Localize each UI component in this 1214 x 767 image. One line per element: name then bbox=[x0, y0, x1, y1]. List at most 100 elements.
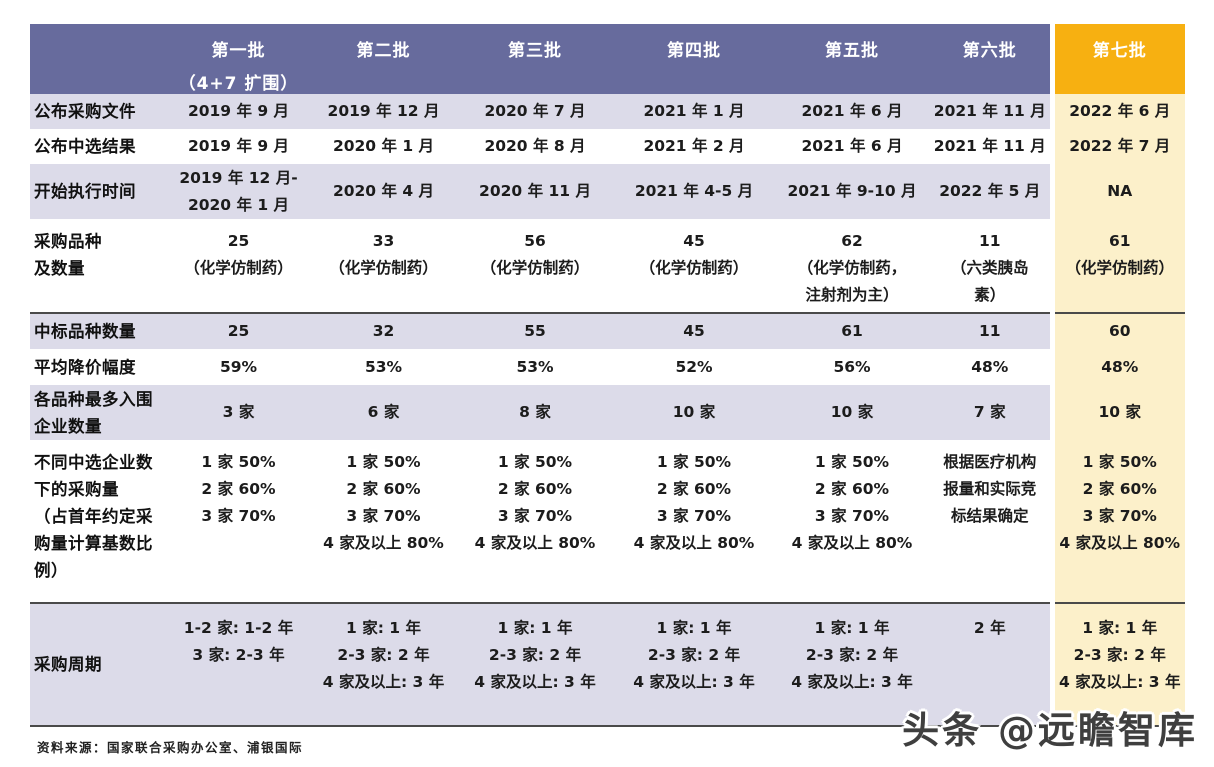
cell-line: 1 家: 1 年 bbox=[814, 619, 890, 637]
cell-line: 开始执行时间 bbox=[34, 182, 136, 201]
cell-batch-3: 1 家 50% 2 家 60% 3 家 70% 4 家及以上 80% bbox=[456, 440, 614, 603]
header-row: 第一批 （4+7 扩围） 第二批 第三批 第四批 第五批 第六批 第七批 bbox=[30, 24, 1185, 94]
cell-line: 6 家 bbox=[367, 403, 400, 421]
cell-line: 1 家: 1 年 bbox=[346, 619, 421, 637]
cell-line: 2-3 家: 2 年 bbox=[647, 646, 741, 664]
cell-batch-3: 2020 年 7 月 bbox=[456, 94, 614, 129]
cell-line: 11 bbox=[978, 322, 1001, 340]
cell-batch-1: 2019 年 9 月 bbox=[166, 129, 311, 164]
table-row: 公布中选结果 2019 年 9 月 2020 年 1 月 2020 年 8 月 2021… bbox=[30, 129, 1185, 164]
cell-line: 45 bbox=[683, 232, 705, 250]
cell-line: 例） bbox=[34, 561, 68, 580]
cell-line: 52% bbox=[675, 357, 713, 376]
table-row: 公布采购文件 2019 年 9 月 2019 年 12 月 2020 年 7 月 202… bbox=[30, 94, 1185, 129]
cell-line: 4 家及以上: 3 年 bbox=[1059, 673, 1181, 691]
cell-line: 1 家 50% bbox=[497, 453, 573, 471]
cell-batch-4: 52% bbox=[614, 349, 774, 385]
cell-line: 61 bbox=[841, 322, 863, 340]
row-label: 中标品种数量 bbox=[30, 312, 166, 349]
cell-batch-2: 1 家 50% 2 家 60% 3 家 70% 4 家及以上 80% bbox=[311, 440, 456, 603]
cell-line: 2021 年 1 月 bbox=[643, 102, 745, 120]
cell-batch-7: 60 bbox=[1049, 312, 1185, 349]
cell-line: 56 bbox=[524, 232, 546, 250]
cell-line: 2020 年 1 月 bbox=[332, 137, 435, 155]
cell-line: 2020 年 7 月 bbox=[484, 102, 586, 120]
cell-line: 2-3 家: 2 年 bbox=[337, 646, 430, 664]
cell-line: 2020 年 8 月 bbox=[484, 137, 586, 155]
cell-line: 素） bbox=[974, 286, 1006, 304]
cell-line: 1-2 家: 1-2 年 bbox=[183, 619, 294, 637]
cell-line: 2022 年 7 月 bbox=[1069, 137, 1171, 155]
header-rowlabel-blank bbox=[30, 24, 166, 94]
cell-line: 中标品种数量 bbox=[34, 322, 136, 341]
cell-batch-4: 10 家 bbox=[614, 385, 774, 440]
cell-line: 购量计算基数比 bbox=[34, 534, 153, 553]
cell-batch-6: 2022 年 5 月 bbox=[930, 164, 1052, 219]
cell-batch-4: 2021 年 2 月 bbox=[614, 129, 774, 164]
cell-line: 3 家 70% bbox=[656, 507, 732, 525]
cell-batch-1: 25 （化学仿制药） bbox=[166, 219, 311, 313]
cell-line: 4 家及以上 80% bbox=[633, 534, 755, 552]
cell-line: 1 家 50% bbox=[346, 453, 421, 471]
cell-line: 2 家 60% bbox=[814, 480, 890, 498]
cell-line: 1 家 50% bbox=[814, 453, 890, 471]
cell-line: 10 家 bbox=[672, 403, 716, 421]
cell-batch-6: 48% bbox=[930, 349, 1052, 385]
header-batch-5: 第五批 bbox=[774, 24, 930, 94]
cell-batch-3: 2020 年 11 月 bbox=[456, 164, 614, 219]
cell-line: 2019 年 12 月- bbox=[179, 168, 298, 187]
header-batch-1: 第一批 （4+7 扩围） bbox=[166, 24, 311, 94]
watermark-toutiao-yuanzhan: 头条 @远瞻智库 bbox=[902, 709, 1198, 752]
cell-line: 2021 年 6 月 bbox=[801, 102, 903, 120]
cell-batch-7: 48% bbox=[1049, 349, 1185, 385]
cell-line: 2019 年 12 月 bbox=[327, 102, 440, 120]
cell-batch-5: 1 家 50% 2 家 60% 3 家 70% 4 家及以上 80% bbox=[774, 440, 930, 603]
cell-batch-7: 2022 年 6 月 bbox=[1049, 94, 1185, 129]
cell-line: NA bbox=[1107, 182, 1133, 200]
cell-line: 3 家 70% bbox=[814, 507, 890, 525]
cell-line: 不同中选企业数 bbox=[34, 453, 153, 472]
cell-line: 及数量 bbox=[34, 259, 85, 278]
cell-line: 2 家 60% bbox=[201, 480, 276, 498]
cell-line: 3 家 70% bbox=[346, 507, 421, 525]
header-batch-7: 第七批 bbox=[1049, 24, 1185, 94]
cell-batch-6: 2 年 bbox=[930, 602, 1052, 726]
cell-batch-5: 2021 年 6 月 bbox=[774, 94, 930, 129]
cell-batch-6: 7 家 bbox=[930, 385, 1052, 440]
cell-line: （六类胰岛 bbox=[950, 259, 1029, 277]
cell-batch-4: 2021 年 4-5 月 bbox=[614, 164, 774, 219]
cell-line: 1 家: 1 年 bbox=[1082, 619, 1158, 637]
cell-line: 3 家 bbox=[222, 403, 255, 421]
cell-batch-7: 10 家 bbox=[1049, 385, 1185, 440]
cell-line: 公布中选结果 bbox=[34, 137, 136, 156]
cell-line: 10 家 bbox=[1098, 403, 1141, 421]
cell-batch-4: 1 家 50% 2 家 60% 3 家 70% 4 家及以上 80% bbox=[614, 440, 774, 603]
cell-batch-1: 2019 年 9 月 bbox=[166, 94, 311, 129]
cell-line: （化学仿制药， bbox=[797, 259, 907, 277]
cell-line: 4 家及以上: 3 年 bbox=[474, 673, 596, 691]
cell-batch-3: 2020 年 8 月 bbox=[456, 129, 614, 164]
cell-line: （化学仿制药） bbox=[639, 259, 749, 277]
cell-line: 平均降价幅度 bbox=[34, 357, 136, 377]
row-label: 不同中选企业数 下的采购量 （占首年约定采 购量计算基数比 例） bbox=[30, 440, 166, 603]
cell-batch-4: 45 bbox=[614, 312, 774, 349]
cell-line: 2021 年 11 月 bbox=[933, 102, 1046, 120]
cell-batch-4: 45 （化学仿制药） bbox=[614, 219, 774, 313]
cell-line: 标结果确定 bbox=[950, 507, 1029, 525]
cell-line: （化学仿制药） bbox=[480, 259, 590, 277]
row-label: 各品种最多入围 企业数量 bbox=[30, 385, 166, 440]
cell-line: 注射剂为主） bbox=[805, 286, 899, 304]
cell-batch-6: 2021 年 11 月 bbox=[930, 94, 1052, 129]
cell-line: 下的采购量 bbox=[34, 480, 119, 499]
cell-line: （化学仿制药） bbox=[1065, 259, 1174, 277]
row-label: 采购周期 bbox=[30, 602, 166, 726]
cell-batch-4: 1 家: 1 年 2-3 家: 2 年 4 家及以上: 3 年 bbox=[614, 602, 774, 726]
cell-line: 53% bbox=[516, 357, 554, 376]
cell-batch-7: NA bbox=[1049, 164, 1185, 219]
cell-line: 45 bbox=[683, 322, 705, 340]
cell-line: 8 家 bbox=[519, 403, 551, 421]
cell-batch-1: 1-2 家: 1-2 年 3 家: 2-3 年 bbox=[166, 602, 311, 726]
cell-line: 4 家及以上 80% bbox=[791, 534, 913, 552]
cell-line: 2021 年 11 月 bbox=[933, 137, 1046, 155]
cell-line: 采购品种 bbox=[34, 232, 102, 251]
